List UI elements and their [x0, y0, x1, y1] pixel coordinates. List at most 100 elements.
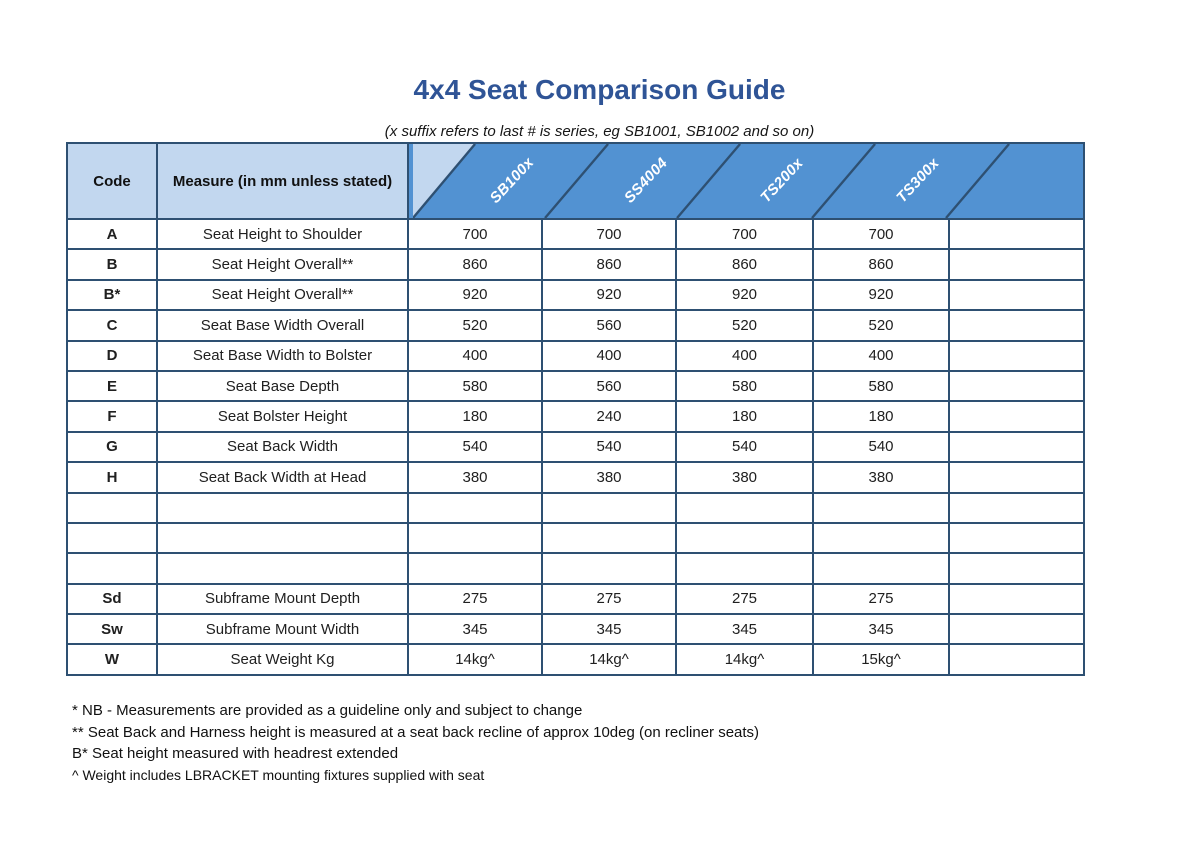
row-measure-cell: Subframe Mount Depth: [156, 582, 409, 616]
row-value-cell: 14kg^: [541, 643, 677, 676]
row-value-cell: [541, 521, 677, 555]
footnote-guideline: * NB - Measurements are provided as a gu…: [72, 702, 583, 719]
footnote-recline: ** Seat Back and Harness height is measu…: [72, 723, 760, 741]
row-value-cell: 345: [407, 613, 543, 646]
row-code-cell: [66, 521, 158, 555]
row-code-cell: F: [66, 400, 158, 433]
row-measure-cell: Seat Base Width to Bolster: [156, 339, 409, 372]
row-empty-cell: [948, 461, 1085, 494]
row-value-cell: 560: [541, 369, 677, 403]
table-row: [66, 552, 1085, 585]
row-code-cell: [66, 552, 158, 585]
row-value-cell: [407, 552, 543, 585]
row-measure-cell: [156, 491, 409, 524]
row-value-cell: 700: [407, 217, 543, 251]
table-row: Sw Subframe Mount Width 345 345 345 345: [66, 613, 1085, 646]
row-value-cell: 275: [407, 582, 543, 616]
row-code-cell: W: [66, 643, 158, 676]
table-row: Sd Subframe Mount Depth 275 275 275 275: [66, 582, 1085, 616]
row-code-cell: G: [66, 430, 158, 464]
row-value-cell: 580: [812, 369, 950, 403]
row-code-cell: Sw: [66, 613, 158, 646]
row-value-cell: 520: [675, 309, 814, 342]
row-code-cell: B*: [66, 278, 158, 312]
row-value-cell: 345: [675, 613, 814, 646]
row-code-cell: [66, 491, 158, 524]
row-empty-cell: [948, 400, 1085, 433]
row-value-cell: 15kg^: [812, 643, 950, 676]
row-value-cell: 400: [407, 339, 543, 372]
page-subtitle: (x suffix refers to last # is series, eg…: [384, 123, 815, 140]
row-measure-cell: Seat Weight Kg: [156, 643, 409, 676]
row-value-cell: [407, 521, 543, 555]
row-value-cell: 275: [812, 582, 950, 616]
code-column-header: Code: [66, 142, 158, 220]
footnotes: * NB - Measurements are provided as a gu…: [72, 700, 759, 786]
row-measure-cell: Seat Base Width Overall: [156, 309, 409, 342]
row-value-cell: [675, 521, 814, 555]
row-measure-cell: Seat Height to Shoulder: [156, 217, 409, 251]
table-row: W Seat Weight Kg 14kg^ 14kg^ 14kg^ 15kg^: [66, 643, 1085, 676]
row-value-cell: [812, 521, 950, 555]
row-code-cell: H: [66, 461, 158, 494]
row-measure-cell: [156, 552, 409, 585]
row-value-cell: 920: [675, 278, 814, 312]
row-measure-cell: Seat Base Depth: [156, 369, 409, 403]
row-value-cell: 380: [675, 461, 814, 494]
table-row: [66, 521, 1085, 555]
row-value-cell: 540: [675, 430, 814, 464]
row-measure-cell: Seat Height Overall**: [156, 278, 409, 312]
diagonal-header-graphic: [413, 145, 1010, 217]
table-row: E Seat Base Depth 580 560 580 580: [66, 369, 1085, 403]
row-code-cell: C: [66, 309, 158, 342]
footnote-weight: ^ Weight includes LBRACKET mounting fixt…: [72, 766, 485, 783]
row-value-cell: 580: [407, 369, 543, 403]
row-measure-cell: Seat Bolster Height: [156, 400, 409, 433]
row-value-cell: 180: [407, 400, 543, 433]
row-value-cell: 275: [675, 582, 814, 616]
row-value-cell: 700: [541, 217, 677, 251]
row-value-cell: 860: [812, 248, 950, 281]
row-value-cell: [675, 552, 814, 585]
row-empty-cell: [948, 613, 1085, 646]
row-measure-cell: [156, 521, 409, 555]
table-row: H Seat Back Width at Head 380 380 380 380: [66, 461, 1085, 494]
row-value-cell: 275: [541, 582, 677, 616]
row-value-cell: 240: [541, 400, 677, 433]
table-row: A Seat Height to Shoulder 700 700 700 700: [66, 217, 1085, 251]
row-value-cell: 860: [675, 248, 814, 281]
row-value-cell: 180: [812, 400, 950, 433]
page-title: 4x4 Seat Comparison Guide: [413, 74, 786, 105]
row-measure-cell: Seat Height Overall**: [156, 248, 409, 281]
row-empty-cell: [948, 582, 1085, 616]
row-code-cell: A: [66, 217, 158, 251]
table-row: [66, 491, 1085, 524]
table-row: D Seat Base Width to Bolster 400 400 400 400: [66, 339, 1085, 372]
row-empty-cell: [948, 369, 1085, 403]
row-value-cell: [675, 491, 814, 524]
row-empty-cell: [948, 309, 1085, 342]
row-value-cell: 540: [812, 430, 950, 464]
table-row: B Seat Height Overall** 860 860 860 860: [66, 248, 1085, 281]
row-value-cell: 345: [812, 613, 950, 646]
row-value-cell: [812, 491, 950, 524]
diagonal-header-band: SB100x SS4004 TS200x TS300x: [413, 145, 1079, 217]
row-measure-cell: Seat Back Width: [156, 430, 409, 464]
row-value-cell: 920: [541, 278, 677, 312]
row-empty-cell: [948, 552, 1085, 585]
table-row: F Seat Bolster Height 180 240 180 180: [66, 400, 1085, 433]
row-value-cell: 700: [675, 217, 814, 251]
row-measure-cell: Seat Back Width at Head: [156, 461, 409, 494]
row-code-cell: E: [66, 369, 158, 403]
row-empty-cell: [948, 248, 1085, 281]
row-empty-cell: [948, 217, 1085, 251]
row-empty-cell: [948, 491, 1085, 524]
row-value-cell: [812, 552, 950, 585]
row-empty-cell: [948, 278, 1085, 312]
row-value-cell: 345: [541, 613, 677, 646]
row-value-cell: 540: [541, 430, 677, 464]
row-value-cell: [541, 552, 677, 585]
table-row: B* Seat Height Overall** 920 920 920 920: [66, 278, 1085, 312]
header-row: Code Measure (in mm unless stated) SB100…: [66, 142, 1085, 220]
